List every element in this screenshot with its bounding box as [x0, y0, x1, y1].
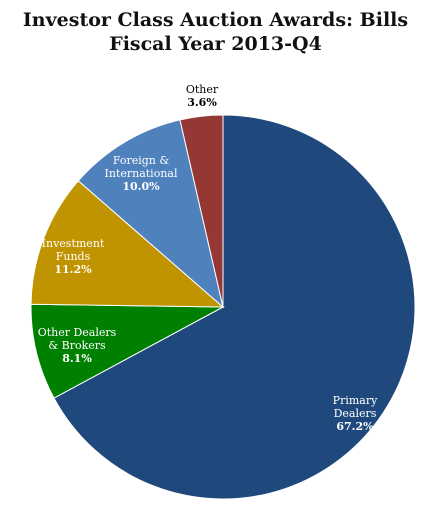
slice-label-investment-funds: Investment Funds 11.2%: [42, 237, 105, 276]
pie-slice-investment-funds: [30, 180, 225, 308]
chart-title-line-1: Investor Class Auction Awards: Bills: [22, 9, 409, 31]
slice-label-other: Other 3.6%: [186, 83, 219, 109]
pie-slice-primary-dealers: [53, 114, 416, 500]
chart-title-line-2: Fiscal Year 2013-Q4: [109, 33, 322, 55]
pie-slices: [30, 114, 416, 500]
pie-labels: Primary Dealers 67.2% Other Dealers & Broker…: [38, 83, 378, 433]
pie-slice-other-dealers-brokers: [30, 303, 225, 399]
slice-label-foreign-international: Foreign & International 10.0%: [105, 154, 178, 193]
slice-label-primary-dealers: Primary Dealers 67.2%: [333, 394, 378, 433]
slice-label-other-dealers-brokers: Other Dealers & Brokers 8.1%: [38, 326, 117, 365]
pie-slice-other: [179, 114, 224, 308]
pie-slice-foreign-international: [77, 119, 224, 309]
